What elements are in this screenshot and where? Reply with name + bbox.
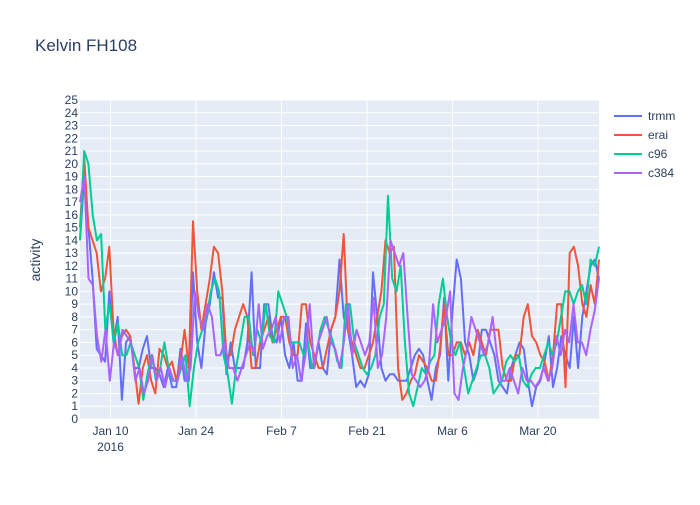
x-tick-label: Mar 20 <box>519 424 557 438</box>
legend-label: c96 <box>648 147 668 161</box>
x-tick-sublabel: 2016 <box>97 440 124 454</box>
y-tick-label: 3 <box>71 374 78 388</box>
y-tick-label: 9 <box>71 297 78 311</box>
y-tick-label: 6 <box>71 335 78 349</box>
y-tick-label: 13 <box>65 246 79 260</box>
legend-item-erai[interactable]: erai <box>614 128 668 142</box>
y-tick-label: 4 <box>71 361 78 375</box>
y-tick-label: 7 <box>71 323 78 337</box>
y-tick-label: 15 <box>65 221 79 235</box>
y-axis-ticks: 0123456789101112131415161718192021222324… <box>65 93 79 426</box>
y-tick-label: 10 <box>65 284 79 298</box>
series-line-trmm <box>79 175 600 408</box>
y-tick-label: 19 <box>65 170 79 184</box>
y-tick-label: 12 <box>65 259 79 273</box>
y-axis-label: activity <box>27 239 43 282</box>
y-tick-label: 11 <box>66 272 79 286</box>
series-lines <box>79 150 600 408</box>
y-tick-label: 14 <box>65 233 79 247</box>
legend[interactable]: trmm erai c96 c384 <box>614 109 675 180</box>
legend-item-trmm[interactable]: trmm <box>614 109 675 123</box>
y-tick-label: 24 <box>65 106 79 120</box>
legend-item-c384[interactable]: c384 <box>614 166 674 180</box>
y-tick-label: 20 <box>65 157 79 171</box>
x-tick-label: Jan 24 <box>178 424 214 438</box>
y-tick-label: 18 <box>65 182 79 196</box>
x-tick-label: Jan 10 <box>93 424 129 438</box>
legend-item-c96[interactable]: c96 <box>614 147 668 161</box>
series-line-erai <box>79 156 600 405</box>
y-tick-label: 23 <box>65 119 79 133</box>
y-tick-label: 8 <box>71 310 78 324</box>
y-tick-label: 0 <box>71 412 78 426</box>
series-line-c384 <box>79 175 600 401</box>
legend-label: c384 <box>648 166 674 180</box>
x-tick-label: Mar 6 <box>437 424 468 438</box>
y-tick-label: 5 <box>71 348 78 362</box>
legend-label: erai <box>648 128 668 142</box>
x-tick-label: Feb 21 <box>348 424 386 438</box>
y-tick-label: 1 <box>71 399 78 413</box>
chart-title: Kelvin FH108 <box>35 36 137 55</box>
y-tick-label: 2 <box>71 386 78 400</box>
x-axis-ticks: Jan 10 2016 Jan 24 Feb 7 Feb 21 Mar 6 Mar 20 <box>93 424 557 454</box>
y-tick-label: 21 <box>65 144 79 158</box>
y-tick-label: 17 <box>65 195 79 209</box>
y-tick-label: 22 <box>65 131 79 145</box>
legend-label: trmm <box>648 109 675 123</box>
y-tick-label: 16 <box>65 208 79 222</box>
x-tick-label: Feb 7 <box>266 424 297 438</box>
y-tick-label: 25 <box>65 93 79 107</box>
